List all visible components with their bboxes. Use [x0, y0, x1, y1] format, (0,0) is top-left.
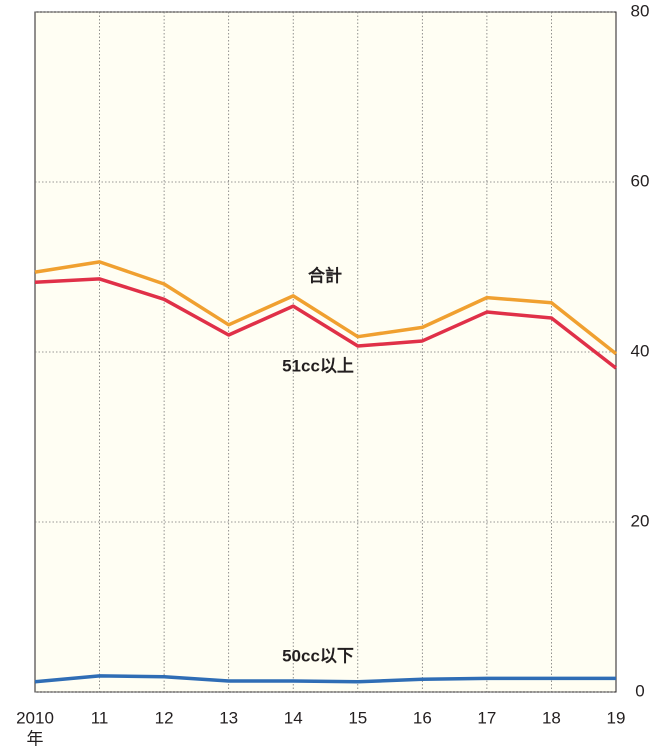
x-tick-label: 19: [607, 708, 626, 727]
x-tick-label: 14: [284, 708, 303, 727]
series-line: [34, 260, 618, 356]
x-tick-label: 2010: [16, 708, 54, 727]
x-tick-label: 16: [413, 708, 432, 727]
x-tick-label: 13: [219, 708, 238, 727]
x-tick-label: 17: [477, 708, 496, 727]
x-tick-label: 11: [91, 708, 109, 727]
grid: [35, 11, 616, 693]
series-line: [34, 277, 618, 370]
y-tick-label: 0: [635, 681, 644, 700]
series-label: 50cc以下: [282, 646, 354, 665]
series-line: [34, 674, 616, 684]
series-label: 51cc以上: [282, 356, 354, 375]
x-tick-label: 18: [542, 708, 561, 727]
y-tick-label: 20: [631, 511, 650, 530]
series-label: 合計: [308, 265, 342, 285]
y-tick-label: 60: [631, 171, 650, 190]
y-tick-label: 40: [631, 341, 650, 360]
x-tick-label: 12: [155, 708, 174, 727]
lines: [34, 260, 618, 684]
y-tick-label: 80: [631, 1, 650, 20]
x-tick-label: 15: [348, 708, 367, 727]
x-unit-label: 年: [27, 729, 44, 747]
labels: 0 20 40 60 80 2010 11 12 13 14 15 16 17 18 19 年 合計 51cc以上…: [16, 1, 649, 747]
